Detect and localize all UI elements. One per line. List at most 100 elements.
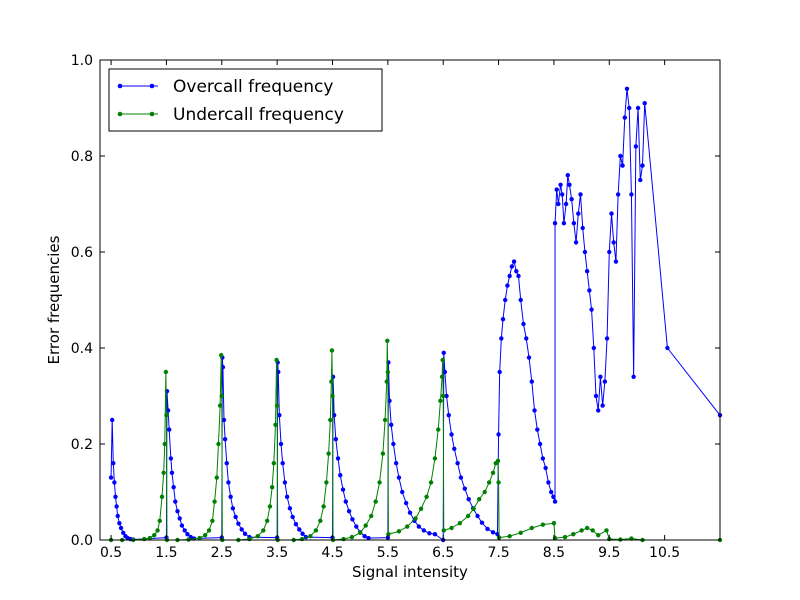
data-point: [413, 516, 418, 521]
data-point: [354, 524, 359, 529]
data-point: [313, 528, 319, 533]
data-point: [529, 379, 534, 384]
data-point: [642, 101, 647, 106]
data-point: [565, 173, 570, 178]
data-point: [396, 529, 402, 534]
legend-marker-undercall: [149, 111, 155, 117]
data-point: [638, 177, 643, 183]
data-point: [280, 461, 285, 466]
data-point: [239, 527, 244, 532]
legend-marker-undercall: [117, 111, 123, 117]
data-point: [598, 374, 603, 379]
data-point: [424, 494, 429, 499]
data-point: [261, 528, 266, 533]
data-point: [219, 353, 224, 358]
data-point: [407, 510, 413, 515]
x-tick-label: 8.5: [543, 545, 565, 561]
data-point: [596, 408, 601, 413]
data-point: [499, 336, 504, 341]
data-point: [324, 480, 329, 485]
data-point: [441, 393, 446, 399]
data-point: [591, 345, 596, 351]
data-point: [567, 182, 572, 187]
data-point: [264, 518, 270, 523]
data-point: [233, 514, 238, 520]
data-point: [212, 499, 217, 504]
data-point: [580, 225, 585, 231]
series-layer: [108, 86, 723, 543]
data-point: [477, 497, 482, 502]
data-point: [584, 525, 590, 531]
data-point: [326, 451, 331, 456]
data-point: [427, 531, 432, 536]
data-point: [496, 535, 502, 540]
data-point: [165, 408, 171, 413]
data-point: [380, 451, 386, 456]
y-tick-label: 0.8: [71, 149, 93, 165]
x-tick-label: 4.5: [321, 545, 343, 561]
x-tick-label: 6.5: [432, 545, 454, 561]
plot-area: [100, 60, 720, 540]
data-point: [627, 105, 632, 111]
data-point: [403, 500, 409, 506]
data-point: [507, 273, 512, 279]
data-point: [511, 259, 517, 264]
data-point: [382, 417, 388, 423]
data-point: [551, 521, 557, 526]
data-point: [405, 524, 410, 529]
data-point: [629, 192, 634, 197]
data-point: [495, 458, 501, 463]
data-point: [293, 521, 299, 527]
data-point: [503, 297, 508, 303]
data-point: [278, 441, 284, 447]
y-tick-label: 0.0: [71, 533, 93, 549]
data-point: [333, 437, 339, 442]
legend: Overcall frequency Undercall frequency: [108, 68, 383, 132]
data-point: [496, 480, 501, 485]
data-point: [157, 518, 162, 523]
data-point: [579, 528, 584, 533]
data-point: [518, 530, 523, 535]
data-point: [142, 536, 147, 542]
data-point: [633, 144, 639, 149]
data-point: [340, 487, 346, 492]
data-point: [635, 105, 641, 111]
data-point: [505, 283, 510, 288]
data-point: [222, 437, 228, 442]
data-point: [179, 523, 185, 528]
legend-box: [108, 68, 383, 132]
data-point: [438, 398, 443, 403]
series-0: [108, 86, 723, 543]
data-point: [497, 369, 502, 375]
data-point: [578, 192, 583, 197]
data-point: [108, 475, 114, 480]
x-tick-label: 5.5: [377, 545, 399, 561]
data-point: [308, 533, 313, 539]
data-point: [117, 521, 122, 526]
data-point: [269, 485, 275, 490]
data-point: [475, 513, 480, 519]
data-point: [247, 536, 252, 542]
data-point: [462, 486, 467, 491]
data-point: [576, 211, 581, 216]
data-point: [341, 536, 346, 542]
data-point: [521, 321, 526, 327]
plot-frame: [99, 59, 721, 541]
data-point: [373, 499, 378, 504]
data-point: [228, 494, 233, 499]
data-point: [202, 533, 208, 538]
legend-marker-overcall: [117, 83, 123, 89]
data-point: [552, 221, 558, 226]
data-point: [274, 357, 279, 363]
data-point: [509, 264, 515, 269]
data-point: [554, 187, 559, 192]
legend-entry-overcall: Overcall frequency: [173, 77, 333, 97]
data-point: [604, 336, 610, 341]
data-point: [571, 221, 577, 226]
data-point: [449, 525, 454, 531]
data-point: [393, 461, 399, 466]
data-point: [479, 520, 485, 525]
ticks-layer: 0.5 1.5 2.5 3.5 4.5 5.5 6.5 7.5 8.5 9.5 10.5 0.0 0.2…: [71, 53, 720, 561]
data-point: [562, 534, 568, 540]
